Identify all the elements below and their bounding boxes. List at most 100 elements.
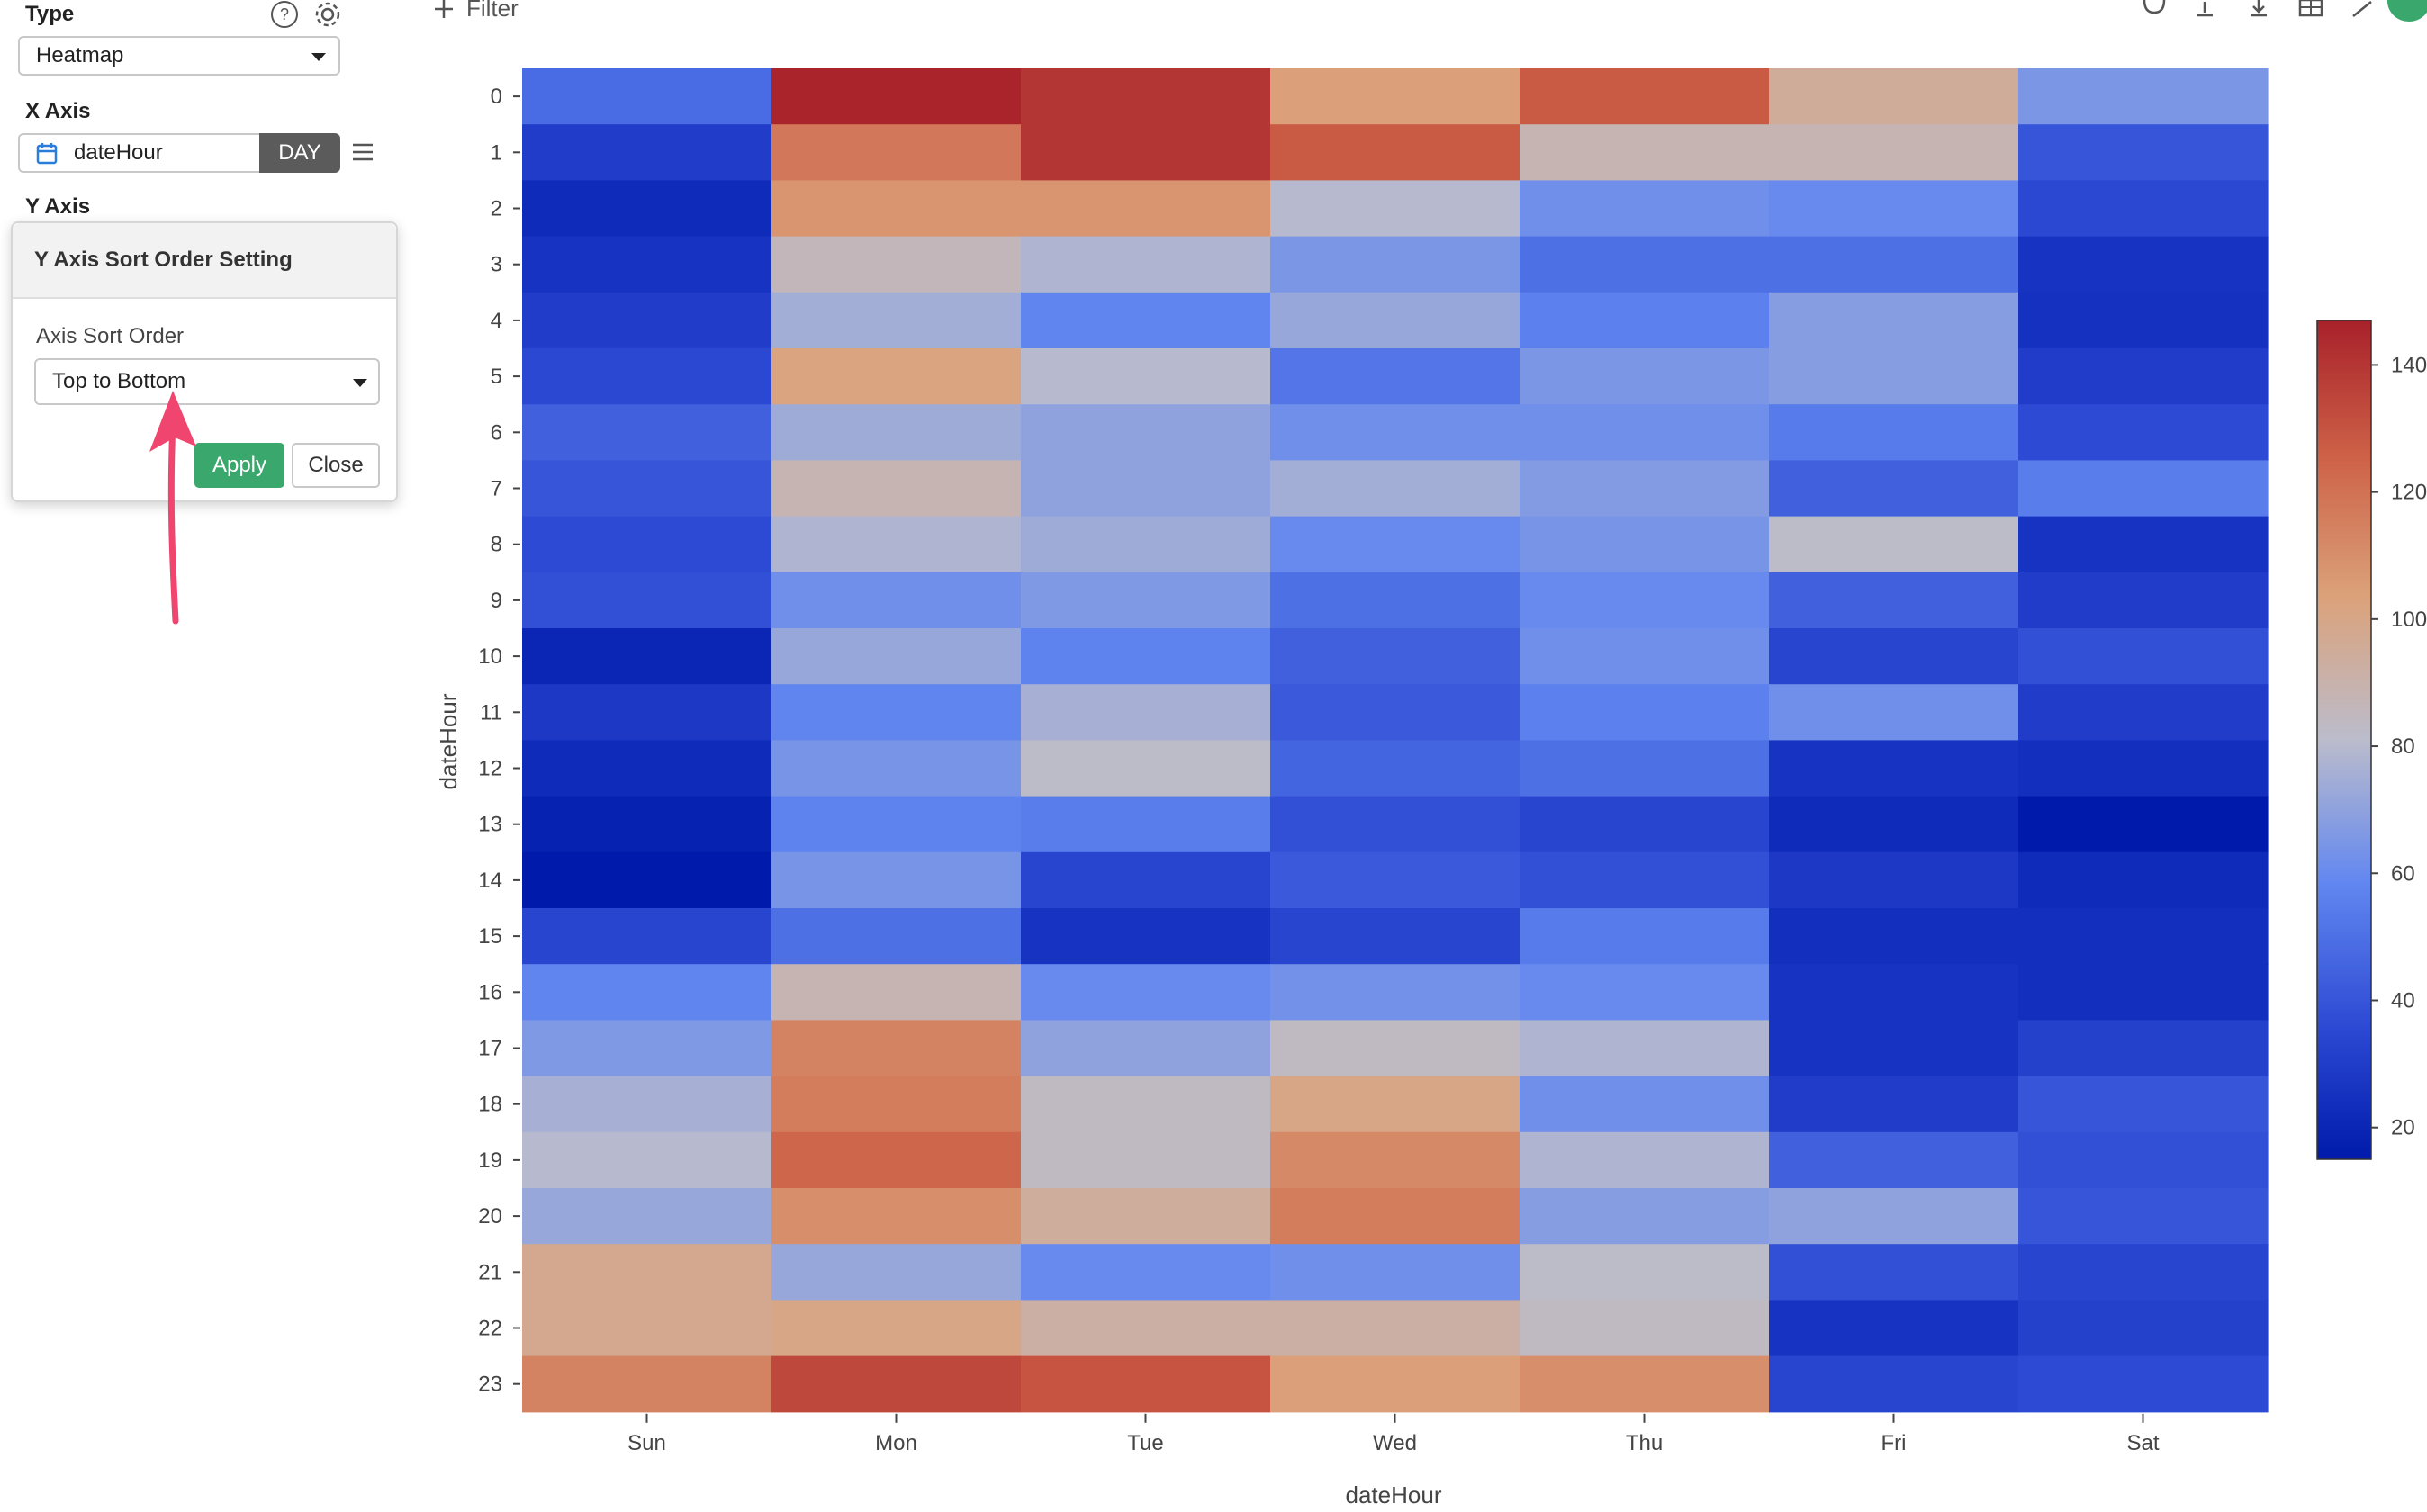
y-tick-label: 11: [480, 700, 502, 724]
y-tick-label: 1: [491, 140, 502, 165]
heatmap-cell: [1270, 1020, 1520, 1077]
heatmap-cell: [1769, 236, 2019, 293]
heatmap-cell: [1769, 628, 2019, 685]
plus-icon[interactable]: [432, 0, 456, 20]
heatmap-cell: [1270, 292, 1520, 349]
heatmap-cell: [2018, 180, 2269, 238]
settings-gear-icon[interactable]: [313, 0, 342, 29]
heatmap-cell: [522, 516, 772, 573]
axis-sort-order-value: Top to Bottom: [52, 369, 186, 393]
heatmap-cell: [1270, 908, 1520, 965]
x-axis-label: X Axis: [25, 99, 91, 123]
heatmap-cell: [1520, 516, 1770, 573]
chart-type-select[interactable]: Heatmap: [18, 36, 340, 76]
heatmap-cell: [522, 908, 772, 965]
heatmap-cell: [1021, 796, 1271, 853]
heatmap-cell: [1520, 1300, 1770, 1357]
heatmap-cell: [1769, 851, 2019, 909]
heatmap-cell: [1769, 796, 2019, 853]
heatmap-cell: [1769, 1076, 2019, 1133]
colorbar-tick-label: 100: [2391, 608, 2427, 632]
heatmap-cell: [1021, 1076, 1271, 1133]
heatmap-cell: [1520, 740, 1770, 797]
expand-icon[interactable]: [2350, 0, 2377, 18]
heatmap-cell: [771, 124, 1022, 181]
x-axis: Sun Mon Tue Wed Thu Fri Sat: [627, 1413, 2160, 1455]
download-icon[interactable]: [2245, 0, 2272, 18]
heatmap-cell: [771, 516, 1022, 573]
heatmap-cell: [522, 1076, 772, 1133]
heatmap-cell: [522, 1355, 772, 1413]
heatmap-cell: [771, 1355, 1022, 1413]
heatmap-cell: [2018, 348, 2269, 405]
heatmap-cell: [1769, 292, 2019, 349]
heatmap-cell: [2018, 628, 2269, 685]
colorbar-tick-label: 40: [2391, 988, 2415, 1012]
heatmap-cell: [1270, 404, 1520, 461]
heatmap-cell: [1270, 124, 1520, 181]
heatmap-cell: [1270, 516, 1520, 573]
close-button[interactable]: Close: [292, 443, 380, 488]
heatmap-cell: [1769, 740, 2019, 797]
heatmap-cell: [1021, 1131, 1271, 1189]
heatmap-cell: [522, 572, 772, 629]
heatmap-cell: [1021, 1188, 1271, 1245]
y-tick-label: 10: [478, 644, 502, 669]
filter-button[interactable]: Filter: [466, 0, 519, 22]
heatmap-cell: [2018, 908, 2269, 965]
y-tick-label: 19: [478, 1148, 502, 1173]
y-tick-label: 7: [491, 477, 502, 501]
heatmap-cell: [1021, 1020, 1271, 1077]
heatmap-cell: [2018, 236, 2269, 293]
heatmap-cell: [522, 1131, 772, 1189]
heatmap-cell: [1021, 684, 1271, 741]
heatmap-cell: [1769, 124, 2019, 181]
heatmap-cell: [2018, 851, 2269, 909]
heatmap-cell: [1520, 1188, 1770, 1245]
table-icon[interactable]: [2297, 0, 2324, 18]
heatmap-cell: [2018, 1244, 2269, 1300]
heatmap-cell: [771, 1131, 1022, 1189]
heatmap-cell: [1769, 180, 2019, 238]
heatmap-cell: [771, 964, 1022, 1021]
axis-sort-order-select[interactable]: Top to Bottom: [34, 358, 380, 405]
y-tick-label: 2: [491, 197, 502, 221]
heatmap-cell: [1769, 1131, 2019, 1189]
heatmap-cell: [1769, 348, 2019, 405]
heatmap-cell: [1520, 68, 1770, 125]
heatmap-cell: [1769, 684, 2019, 741]
heatmap-cell: [522, 1244, 772, 1300]
heatmap-cell: [771, 1244, 1022, 1300]
comment-icon[interactable]: [2141, 0, 2168, 18]
chevron-down-icon: [353, 379, 367, 387]
heatmap-cell: [1021, 236, 1271, 293]
heatmap-cell: [1769, 1300, 2019, 1357]
heatmap-cell: [522, 851, 772, 909]
heatmap-cell: [1021, 1355, 1271, 1413]
heatmap-cell: [2018, 460, 2269, 518]
y-axis-label: Y Axis: [25, 194, 91, 219]
heatmap-cell: [1021, 68, 1271, 125]
x-axis-unit-button[interactable]: DAY: [259, 133, 340, 173]
help-icon[interactable]: ?: [271, 1, 298, 28]
colorbar-tick-label: 80: [2391, 734, 2415, 759]
upload-icon[interactable]: [2191, 0, 2218, 18]
annotation-arrow-icon: [149, 391, 196, 625]
y-tick-label: 18: [478, 1093, 502, 1117]
heatmap-cell: [1270, 1300, 1520, 1357]
heatmap-cell: [1021, 516, 1271, 573]
heatmap-cell: [1021, 180, 1271, 238]
apply-button[interactable]: Apply: [194, 443, 284, 488]
heatmap-cell: [522, 404, 772, 461]
heatmap-cell: [1520, 1076, 1770, 1133]
heatmap-cell: [771, 460, 1022, 518]
menu-icon[interactable]: [351, 140, 374, 164]
x-axis-field-input[interactable]: dateHour: [18, 133, 261, 173]
heatmap-cell: [1520, 684, 1770, 741]
heatmap-cell: [1769, 1188, 2019, 1245]
heatmap-cell: [1021, 124, 1271, 181]
y-tick-label: 0: [491, 85, 502, 109]
heatmap-cell: [522, 740, 772, 797]
